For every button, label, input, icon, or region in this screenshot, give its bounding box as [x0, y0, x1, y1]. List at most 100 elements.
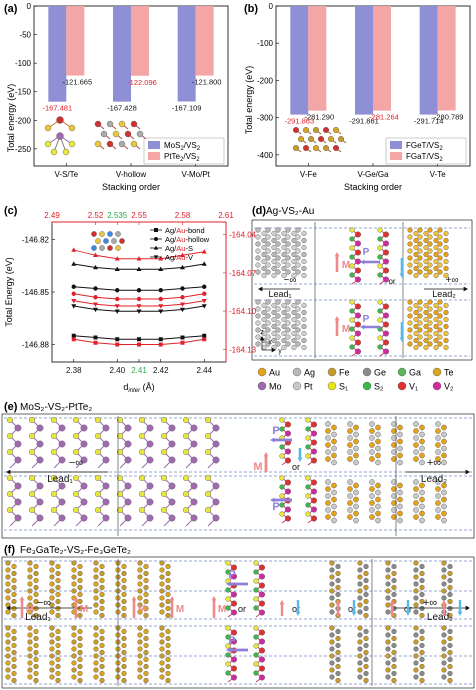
plus-infinity-label: +∞	[423, 597, 437, 609]
legend-marker-3	[153, 255, 159, 260]
bar-label-blue-0: -291.863	[285, 117, 315, 126]
panel-a-xlabel: Stacking order	[102, 182, 160, 192]
y-tick-left-0: -146.82	[22, 236, 50, 245]
legend-label-2: Ag/Au-S	[165, 244, 193, 253]
point-3-5	[180, 295, 185, 300]
x-tick-0: V-Fe	[300, 170, 317, 179]
y-tick-5: -250	[15, 145, 32, 154]
y-tick-4: -400	[257, 151, 274, 160]
legend-label-0: Ag/Au-bond	[165, 226, 205, 235]
point-6-5	[180, 307, 185, 313]
point-5-2	[114, 256, 120, 261]
point-2-1	[93, 286, 98, 291]
legend-swatch-fget	[390, 141, 402, 149]
panel-f-frame	[1, 556, 475, 689]
legend-label-1: Ag/Au-hollow	[165, 235, 210, 244]
panel-e-frame	[1, 413, 475, 539]
panel-c-xlabel: dinter (Å)	[123, 382, 154, 394]
legend-label-fgat: FGaT/VS2	[406, 152, 443, 163]
point-2-0	[71, 284, 76, 289]
x-tick-bottom-0: 2.38	[66, 366, 82, 375]
minus-infinity-label: −∞	[284, 275, 297, 286]
legend-swatch-7	[292, 381, 302, 391]
bar-label-blue-0: -167.481	[43, 104, 73, 113]
x-tick-1: V-Ge/Ga	[357, 170, 389, 179]
minus-infinity-label: −∞	[69, 457, 83, 469]
point-0-4	[158, 337, 163, 342]
panel-f-label: (f)	[4, 544, 15, 556]
point-6-1	[93, 307, 98, 313]
x-tick-bottom-2: 2.41	[131, 366, 147, 375]
point-2-2	[115, 288, 120, 293]
point-6-2	[114, 309, 120, 314]
panel-d-label: (d)	[252, 205, 266, 217]
panel-b-xlabel: Stacking order	[344, 182, 402, 192]
panel-c-series	[71, 247, 207, 347]
lead1-label: Lead₁	[268, 289, 291, 299]
lead2-label: Lead₂	[427, 612, 453, 623]
point-0-0	[71, 333, 76, 338]
or-label: or	[292, 462, 300, 472]
or-label-1: or	[292, 604, 300, 614]
P-label-bottom: P	[272, 501, 279, 513]
point-5-0	[71, 247, 77, 252]
point-1-5	[180, 340, 185, 345]
point-5-6	[201, 249, 207, 254]
point-1-1	[93, 340, 98, 345]
y-tick-0: 0	[27, 2, 32, 11]
x-tick-top-5: 2.61	[218, 211, 234, 220]
panel-f-device-structure: −∞+∞Lead₁Lead₂MMMMMPPorororor	[4, 559, 472, 686]
axis-z-label: z	[260, 329, 264, 336]
legend-label-0: Au	[269, 368, 280, 378]
bar-label-red-1: -281.264	[369, 113, 399, 122]
point-5-3	[136, 256, 142, 261]
point-1-6	[202, 337, 207, 342]
bar-label-red-2: -280.789	[434, 112, 464, 121]
point-4-0	[71, 261, 77, 266]
legend-swatch-fgat	[390, 152, 402, 160]
y-tick-2: -200	[257, 76, 274, 85]
legend-swatch-ptte2	[148, 152, 160, 160]
legend-swatch-1	[292, 367, 302, 377]
axis-x-label: x	[268, 339, 272, 346]
point-3-6	[202, 291, 207, 296]
panel-d-frame	[251, 219, 473, 361]
panel-b-ylabel: Total energy (eV)	[244, 66, 254, 135]
panel-e: (e) MoS₂-VS₂-PtTe₂ −∞ +∞ Lead₁ Lead₂ M P Por	[1, 401, 475, 539]
y-tick-1: -100	[257, 39, 274, 48]
bar-red-2	[195, 6, 214, 76]
legend-swatch-4	[397, 367, 407, 377]
point-1-2	[115, 342, 120, 347]
legend-label-10: V₁	[409, 382, 418, 392]
panel-e-device-structure: −∞ +∞ Lead₁ Lead₂ M P Por	[4, 416, 472, 536]
panel-d-title: Ag-VS₂-Au	[266, 206, 314, 217]
P-label-bottom: P	[363, 314, 370, 325]
bar-label-blue-1: -291.861	[349, 117, 379, 126]
legend-label-ptte2: PtTe2/VS2	[164, 152, 200, 163]
legend-label-3: Ge	[374, 368, 386, 378]
P-label-top: P	[272, 425, 279, 437]
x-tick-bottom-4: 2.44	[196, 366, 212, 375]
y-tick-right-0: -164.04	[229, 231, 257, 240]
point-2-6	[202, 284, 207, 289]
bar-label-red-0: -281.290	[305, 113, 335, 122]
point-6-3	[136, 309, 142, 314]
legend-swatch-mos2	[148, 141, 160, 149]
point-0-5	[180, 335, 185, 340]
bar-blue-2	[177, 6, 196, 102]
bar-label-blue-1: -167.428	[107, 104, 137, 113]
legend-swatch-2	[327, 367, 337, 377]
point-3-3	[136, 296, 142, 302]
legend-label-3: Ag/Au-V	[165, 253, 193, 262]
y-tick-right-1: -164.07	[229, 269, 257, 278]
point-0-1	[93, 335, 98, 340]
x-tick-1: V-hollow	[116, 170, 146, 179]
panel-d-element-legend: Au Ag Fe Ge Ga Te Mo Pt S₁ S₂ V₁ V₂	[257, 367, 454, 392]
y-tick-3: -300	[257, 114, 274, 123]
x-tick-top-3: 2.55	[131, 211, 147, 220]
point-3-0	[71, 291, 76, 296]
legend-label-4: Ga	[409, 368, 421, 378]
point-7-1	[93, 302, 98, 307]
panel-a-ylabel: Total energy (eV)	[6, 84, 16, 153]
point-6-4	[158, 309, 164, 314]
